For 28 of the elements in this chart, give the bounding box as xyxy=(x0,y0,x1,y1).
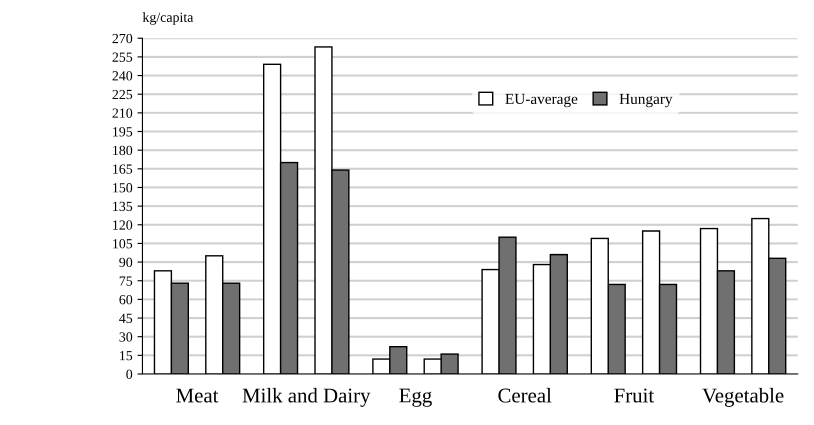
y-tick-label: 210 xyxy=(112,108,132,118)
legend-label: EU-average xyxy=(505,94,578,108)
y-tick-label: 255 xyxy=(112,52,132,62)
y-tick-label: 225 xyxy=(112,90,132,100)
y-tick-label: 135 xyxy=(113,202,132,212)
x-tick-label: Milk and Dairy xyxy=(242,388,370,407)
y-axis-title: kg/capita xyxy=(142,12,194,25)
y-tick-label: 0 xyxy=(126,370,132,379)
x-tick-label: Meat xyxy=(176,388,218,403)
x-tick-label: Fruit xyxy=(614,388,654,403)
y-tick-label: 105 xyxy=(113,239,132,248)
y-tick-label: 15 xyxy=(120,350,132,360)
y-tick-label: 195 xyxy=(113,127,132,136)
y-tick-label: 270 xyxy=(112,34,132,44)
x-tick-label: Cereal xyxy=(498,388,552,403)
y-tick-label: 90 xyxy=(119,258,132,268)
y-tick-label: 150 xyxy=(113,183,132,192)
y-tick-label: 240 xyxy=(112,71,132,81)
x-tick-label: Egg xyxy=(399,388,432,407)
y-tick-label: 120 xyxy=(113,220,132,230)
legend-label: Hungary xyxy=(620,94,673,108)
y-tick-label: 165 xyxy=(113,164,132,174)
y-tick-label: 60 xyxy=(119,294,132,304)
y-tick-label: 75 xyxy=(120,276,132,286)
y-tick-label: 30 xyxy=(120,332,132,342)
y-tick-label: 180 xyxy=(113,146,132,156)
x-tick-label: Vegetable xyxy=(702,388,784,407)
y-tick-label: 45 xyxy=(119,314,132,323)
